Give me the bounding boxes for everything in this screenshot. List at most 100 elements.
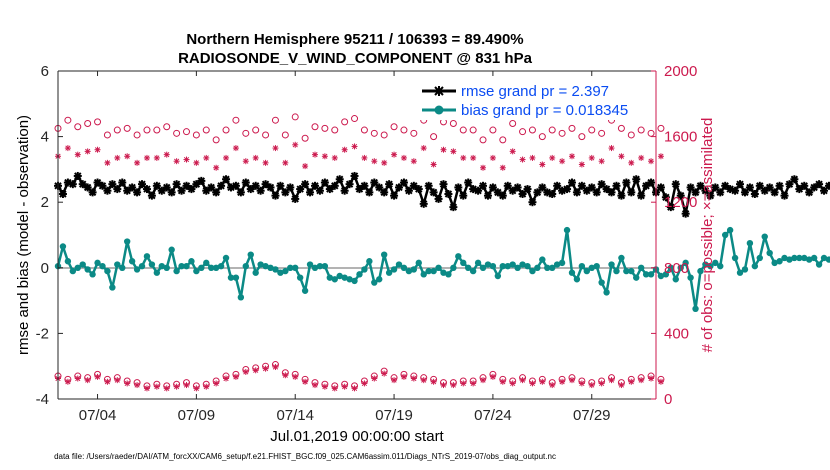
assimilated_low-point: [232, 373, 239, 380]
assimilated_low-point: [183, 382, 190, 389]
assimilated-point: [252, 154, 259, 161]
assimilated_low-point: [94, 373, 101, 380]
assimilated-point: [262, 159, 269, 166]
bias-point: [637, 264, 645, 271]
assimilated-point: [74, 151, 81, 158]
rmse-point: [404, 186, 413, 195]
legend-bias-marker: [434, 105, 444, 115]
possible-point: [351, 115, 359, 123]
legend-box: [418, 80, 654, 120]
assimilated-point: [331, 154, 338, 161]
assimilated_low-point: [292, 373, 299, 380]
rmse-point: [676, 191, 685, 200]
bias-point: [771, 259, 778, 267]
assimilated-point: [114, 154, 121, 161]
legend-rmse-text: rmse grand pr = 2.397: [461, 83, 609, 100]
bias-point: [479, 264, 487, 271]
x-tick-label: 07/29: [573, 407, 611, 424]
rmse-point: [419, 199, 428, 208]
rmse-point: [671, 180, 680, 189]
rmse-point: [340, 186, 349, 195]
bias-point: [420, 271, 427, 278]
assimilated-point: [391, 151, 398, 158]
bias-point: [341, 274, 348, 281]
bias-point: [311, 264, 319, 271]
assimilated-point: [420, 145, 427, 152]
rmse-point: [656, 183, 665, 192]
assimilated_low-point: [282, 372, 289, 379]
assimilated_low-point: [163, 385, 170, 392]
bias-point: [316, 262, 324, 270]
bias-point: [801, 254, 808, 262]
rmse-point: [528, 198, 537, 207]
assimilated_low-point: [598, 380, 605, 387]
assimilated-point: [638, 154, 645, 161]
assimilated-point: [272, 145, 279, 152]
rmse-point: [567, 178, 576, 187]
assimilated_low-point: [400, 373, 407, 380]
rmse-point: [320, 178, 329, 187]
bias-point: [143, 253, 151, 260]
bias-point: [282, 267, 289, 275]
assimilated_low-point: [64, 378, 71, 385]
rmse-point: [157, 186, 166, 195]
assimilated-point: [203, 154, 210, 161]
assimilated_low-point: [193, 385, 200, 392]
bias-point: [321, 262, 329, 270]
assimilated_low-point: [371, 375, 378, 382]
assimilated-point: [400, 154, 407, 161]
possible-point: [103, 131, 111, 139]
rmse-point: [231, 181, 240, 190]
bias-point: [662, 271, 670, 278]
bias-point: [751, 262, 759, 270]
rmse-point: [592, 188, 601, 197]
bias-point: [544, 264, 551, 271]
bias-point: [123, 238, 131, 245]
assimilated_low-point: [608, 377, 615, 384]
possible-point: [627, 131, 635, 139]
rmse-point: [538, 183, 547, 192]
assimilated_low-point: [489, 373, 496, 380]
bias-point: [499, 262, 506, 270]
bias-point: [59, 243, 67, 250]
possible-point: [64, 116, 72, 124]
bias-point: [539, 256, 546, 263]
rmse-point: [306, 188, 315, 197]
bias-point: [277, 269, 284, 276]
rmse-point: [133, 188, 142, 197]
assimilated-point: [242, 158, 249, 165]
assimilated_low-point: [203, 383, 210, 390]
possible-point: [301, 134, 309, 142]
x-tick-label: 07/14: [276, 407, 314, 424]
assimilated-point: [143, 154, 150, 161]
possible-point: [281, 131, 289, 139]
legend-bias-text: bias grand pr = 0.018345: [461, 102, 628, 119]
rmse-point: [454, 183, 463, 192]
bias-point: [519, 261, 526, 268]
bias-point: [514, 264, 521, 271]
assimilated-point: [193, 159, 200, 166]
assimilated-point: [529, 154, 536, 161]
bias-point: [707, 262, 714, 270]
bias-point: [766, 249, 773, 257]
bias-point: [672, 276, 679, 283]
bias-point: [608, 261, 615, 268]
rmse-point: [345, 180, 354, 189]
rmse-point: [360, 181, 369, 190]
rmse-point: [716, 188, 725, 197]
rmse-point: [627, 188, 636, 197]
possible-point: [558, 129, 566, 137]
rmse-point: [563, 185, 572, 194]
assimilated-point: [440, 146, 447, 153]
rmse-point: [464, 178, 473, 187]
assimilated_low-point: [361, 380, 368, 387]
possible-point: [341, 118, 349, 126]
possible-point: [657, 124, 665, 132]
bias-point: [371, 279, 378, 286]
bias-point: [109, 284, 116, 291]
bias-point: [69, 267, 77, 275]
assimilated-point: [124, 153, 131, 160]
rmse-point: [197, 176, 206, 185]
bias-point: [198, 264, 205, 271]
assimilated-point: [341, 146, 348, 153]
